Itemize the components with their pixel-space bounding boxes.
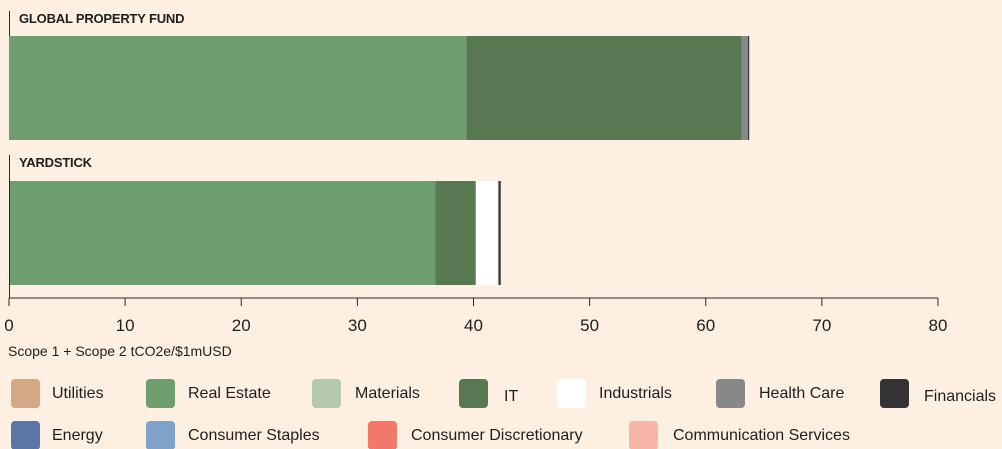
legend-item-materials: Materials	[312, 379, 420, 408]
x-tick-label-80: 80	[929, 316, 948, 335]
legend-item-consumer-discretionary: Consumer Discretionary	[368, 421, 583, 449]
x-tick-label-20: 20	[232, 316, 251, 335]
legend-swatch	[459, 379, 488, 408]
legend-item-utilities: Utilities	[11, 379, 104, 408]
bar-segment-yardstick-real-estate	[9, 181, 436, 285]
category-label-global-property-fund: GLOBAL PROPERTY FUND	[19, 11, 184, 26]
legend-label: Materials	[355, 385, 420, 402]
legend-swatch	[716, 379, 745, 408]
bar-segment-global-property-fund-it	[466, 36, 742, 140]
legend-label: Health Care	[759, 385, 844, 402]
legend-swatch	[11, 421, 40, 449]
x-axis: 0 10 20 30 40 50 60 70 80	[4, 181, 947, 335]
x-tick-label-10: 10	[116, 316, 135, 335]
legend-item-communication-services: Communication Services	[629, 421, 850, 449]
legend-label: Consumer Discretionary	[411, 427, 583, 444]
legend-item-industrials: Industrials	[557, 379, 672, 408]
x-tick-label-30: 30	[348, 316, 367, 335]
legend-label: Communication Services	[673, 427, 850, 444]
bar-segment-global-property-fund-real-estate	[9, 36, 467, 140]
x-axis-title: Scope 1 + Scope 2 tCO2e/$1mUSD	[8, 343, 232, 359]
legend-label: Real Estate	[188, 385, 271, 402]
legend-item-it: IT	[459, 379, 518, 408]
legend-swatch	[312, 379, 341, 408]
legend-item-financials: Financials	[880, 379, 996, 408]
bars-layer: GLOBAL PROPERTY FUND YARDSTICK	[9, 11, 750, 285]
legend-swatch	[880, 379, 909, 408]
bar-segment-yardstick-health-care	[497, 181, 500, 285]
legend-label: Energy	[52, 427, 103, 444]
legend-label: Consumer Staples	[188, 427, 320, 444]
legend-swatch	[146, 421, 175, 449]
bar-segment-yardstick-industrials	[475, 181, 498, 285]
legend-label: Industrials	[599, 385, 672, 402]
legend-item-energy: Energy	[11, 421, 103, 449]
legend-label: Utilities	[52, 385, 104, 402]
x-tick-label-70: 70	[812, 316, 831, 335]
legend-swatch	[368, 421, 397, 449]
bar-segment-global-property-fund-health-care	[741, 36, 749, 140]
bar-segment-yardstick-it	[435, 181, 476, 285]
legend-label: Financials	[924, 388, 996, 405]
legend-item-health-care: Health Care	[716, 379, 844, 408]
legend-item-consumer-staples: Consumer Staples	[146, 421, 320, 449]
legend: Utilities Real Estate Materials IT Industria…	[11, 379, 996, 449]
legend-label: IT	[504, 388, 518, 405]
legend-swatch	[11, 379, 40, 408]
legend-swatch	[557, 379, 586, 408]
category-label-yardstick: YARDSTICK	[19, 155, 93, 170]
x-tick-label-40: 40	[464, 316, 483, 335]
x-tick-label-0: 0	[4, 316, 13, 335]
legend-swatch	[146, 379, 175, 408]
legend-swatch	[629, 421, 658, 449]
bar-segment-yardstick-financials	[499, 181, 501, 285]
legend-item-real-estate: Real Estate	[146, 379, 271, 408]
x-tick-label-60: 60	[696, 316, 715, 335]
x-tick-label-50: 50	[580, 316, 599, 335]
